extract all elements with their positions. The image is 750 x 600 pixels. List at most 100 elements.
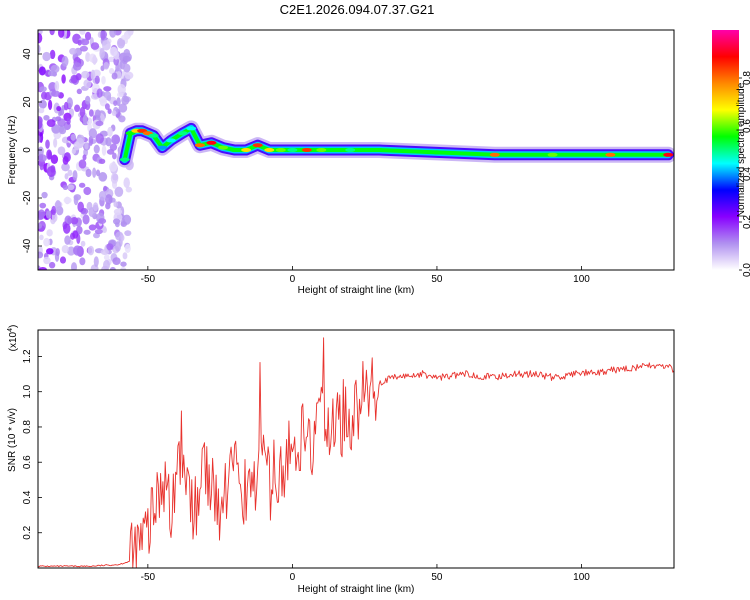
spectrogram-noise-cell	[92, 202, 99, 212]
spectrogram-ridge-peak	[431, 150, 442, 155]
spectrogram-noise-cell	[59, 256, 67, 264]
spectrogram-noise-cell	[92, 167, 97, 178]
colorbar-tick-label: 0.6	[742, 119, 750, 133]
snr-y-tick-label: 0.2	[22, 525, 33, 539]
spectrogram-noise-cell	[107, 108, 112, 115]
spectrogram-noise-cell	[120, 221, 128, 228]
spectrogram-noise-cell	[100, 30, 106, 41]
spectrogram-noise-cell	[84, 95, 91, 105]
spectrogram-ridge-peak	[316, 148, 327, 152]
spectrogram-ridge-peak	[165, 138, 176, 143]
spectrogram-noise-cell	[121, 95, 130, 105]
spectrogram-noise-cell	[114, 241, 121, 252]
spectrogram-noise-cell	[43, 256, 51, 265]
spectrogram-noise-cell	[38, 146, 44, 157]
spectrogram-noise-cell	[64, 235, 71, 245]
colorbar-tick-label: 0.8	[742, 71, 750, 85]
spectrogram-noise-cell	[50, 154, 59, 165]
spectrogram-noise-cell	[63, 101, 69, 111]
spectrogram-noise-cell	[70, 262, 78, 270]
spectrogram-noise-cell	[94, 75, 100, 84]
spectrogram-noise-cell	[84, 31, 92, 41]
spectrogram-noise-cell	[76, 88, 82, 95]
spectrogram-noise-cell	[98, 190, 107, 201]
spectrogram-noise-cell	[83, 79, 92, 89]
spectrogram-noise-cell	[113, 201, 119, 208]
spectrogram-noise-cell	[108, 162, 118, 172]
spectrogram-noise-cell	[73, 141, 81, 151]
spectrogram-noise-cell	[93, 256, 99, 267]
spectrogram-noise-cell	[75, 73, 82, 81]
spectrogram-noise-cell	[53, 138, 58, 148]
spectrogram-noise-cell	[84, 142, 89, 150]
spectrogram-noise-cell	[109, 266, 116, 270]
spectrogram-noise-cell	[100, 249, 110, 256]
spectrogram-noise-cell	[51, 124, 61, 134]
spectrogram-noise-cell	[111, 110, 117, 117]
spectrogram-noise-cell	[95, 120, 104, 127]
spectrogram-noise-cell	[88, 224, 97, 231]
spectrogram-noise-cell	[101, 226, 107, 234]
spectrogram-noise-cell	[49, 30, 55, 36]
colorbar-tick-label: 0.4	[742, 167, 750, 181]
colorbar-tick-label: 0.0	[742, 263, 750, 277]
spectrogram-noise-cell	[125, 186, 133, 193]
snr-y-tick-label: 0.8	[22, 420, 33, 434]
spectrogram-ridge-peak	[241, 148, 252, 152]
spectrogram-noise-cell	[72, 170, 78, 181]
spectrogram-noise-cell	[123, 63, 131, 73]
snr-x-tick-label: 0	[290, 572, 296, 583]
spectrogram-ridge-peak	[229, 148, 240, 152]
spectrogram-noise-cell	[101, 145, 107, 156]
spectrogram-noise-cell	[48, 99, 53, 111]
spectrogram-noise-cell	[82, 114, 88, 125]
spectrogram-noise-cell	[38, 209, 46, 220]
spectrogram-noise-cell	[78, 182, 86, 188]
spectrogram-noise-cell	[98, 96, 107, 103]
spectrogram-noise-cell	[42, 51, 51, 62]
colorbar-label: Normalized spectral amplitude	[736, 82, 747, 217]
spectrogram-noise-cell	[109, 30, 117, 38]
spectrogram-noise-cell	[49, 49, 56, 60]
spectrogram-ridge-peak	[194, 143, 205, 148]
spectrogram-noise-cell	[90, 69, 96, 81]
spectrogram-noise-cell	[105, 137, 112, 147]
spectrogram-noise-cell	[79, 45, 89, 52]
spectrogram-noise-cell	[38, 32, 43, 44]
spectrogram-noise-cell	[79, 257, 86, 266]
spectrogram-noise-cell	[54, 80, 60, 92]
snr-y-label: SNR (10 * v/v)	[7, 408, 18, 472]
spectrogram-noise-cell	[80, 240, 86, 247]
spectrogram-noise-cell	[62, 184, 69, 191]
spectrogram-noise-cell	[118, 115, 126, 123]
spectrogram-noise-cell	[69, 47, 77, 55]
spectrogram-y-tick-label: -20	[22, 190, 33, 205]
spectrogram-noise-cell	[112, 152, 117, 160]
snr-y-tick-label: 1.0	[22, 384, 33, 398]
spectrogram-noise-cell	[38, 44, 41, 54]
spectrogram-noise-cell	[115, 63, 120, 72]
spectrogram-noise-cell	[109, 143, 118, 151]
spectrogram-y-tick-label: -40	[22, 238, 33, 253]
spectrogram-noise-cell	[113, 50, 120, 60]
spectrogram-noise-cell	[57, 30, 65, 38]
spectrogram-noise-cell	[109, 67, 115, 75]
spectrogram-noise-cell	[83, 186, 92, 196]
spectrogram-noise-cell	[103, 254, 110, 261]
spectrogram-noise-cell	[48, 261, 56, 269]
snr-frame	[37, 329, 675, 569]
snr-x-tick-label: -50	[141, 572, 156, 583]
spectrogram-noise-cell	[39, 86, 47, 92]
spectrogram-y-label: Frequency (Hz)	[7, 116, 18, 185]
spectrogram-noise-cell	[120, 261, 127, 267]
spectrogram-noise-cell	[46, 229, 53, 237]
spectrogram-noise-cell	[38, 99, 47, 109]
spectrogram-noise-cell	[70, 217, 79, 225]
spectrogram-ridge-peak	[186, 126, 197, 131]
spectrogram-noise-cell	[80, 38, 90, 46]
spectrogram-noise-cell	[63, 197, 72, 204]
colorbar-gradient	[712, 30, 739, 270]
spectrogram-noise-cell	[104, 194, 113, 205]
spectrogram-noise-cell	[73, 245, 82, 256]
